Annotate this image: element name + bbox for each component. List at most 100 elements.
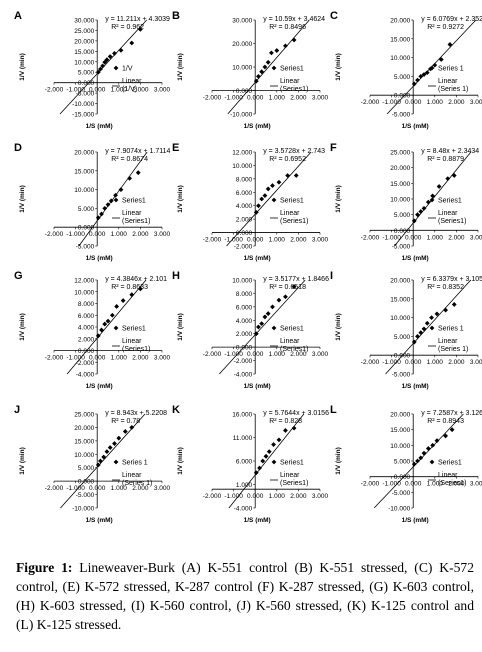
data-point: [95, 69, 101, 75]
data-point: [434, 311, 440, 317]
y-axis-title: 1/V (min): [335, 313, 342, 340]
legend-entry: Linear (Series 1): [438, 78, 468, 93]
data-point: [415, 77, 420, 83]
x-tick-label: -2.000: [203, 95, 222, 102]
legend-line2: (Series1): [438, 218, 466, 225]
y-tick-label: 25.000: [390, 150, 410, 157]
y-tick-label: 5.000: [394, 212, 411, 219]
x-tick-label: 1.000: [269, 95, 286, 102]
x-axis-title: 1/S (mM): [244, 383, 271, 390]
x-tick-label: 1.000: [269, 351, 286, 358]
legend-entry: Linear (Series1): [280, 210, 308, 225]
x-tick-label: 0.000: [89, 355, 106, 362]
x-tick-label: -1.000: [66, 485, 85, 492]
y-tick-label: -15.000: [72, 112, 94, 119]
data-point: [105, 202, 111, 208]
y-tick-label: 10.000: [74, 59, 94, 66]
data-point: [135, 170, 141, 176]
legend-line2: (Series1): [280, 346, 308, 353]
y-tick-label: 15.000: [390, 427, 410, 434]
y-tick-label: 20.000: [390, 278, 410, 285]
data-point: [102, 321, 108, 327]
y-tick-label: 20.000: [390, 412, 410, 419]
panel-letter: B: [172, 10, 180, 22]
data-point: [447, 42, 453, 47]
y-tick-label: -5.000: [392, 112, 411, 119]
data-point: [271, 442, 276, 447]
y-tick-label: -2.000: [76, 360, 95, 367]
x-tick-label: 3.000: [312, 95, 329, 102]
y-tick-label: 30.000: [232, 18, 252, 25]
data-point: [114, 304, 120, 309]
equation-label: y = 3.5728x + 2.743: [263, 148, 325, 155]
y-tick-label: 15.000: [74, 49, 94, 56]
x-tick-label: 2.000: [290, 493, 307, 500]
x-tick-label: 3.000: [312, 237, 329, 244]
data-point: [253, 331, 259, 337]
data-point: [108, 198, 114, 204]
x-axis-title: 1/S (mM): [402, 123, 429, 130]
x-tick-label: 3.000: [312, 351, 329, 358]
data-point: [411, 218, 417, 224]
y-tick-label: 10.000: [74, 187, 94, 194]
data-point: [283, 43, 288, 49]
x-tick-label: -1.000: [224, 95, 243, 102]
legend-entry: Linear (1/V): [122, 78, 142, 93]
y-tick-label: 8.000: [236, 176, 253, 183]
y-tick-label: -5.000: [392, 490, 411, 497]
y-tick-label: 6.000: [236, 459, 253, 466]
panel-letter: J: [14, 404, 20, 416]
legend-entry: 1/V: [122, 66, 133, 73]
data-point: [112, 51, 117, 56]
equation-label: y = 5.7644x + 3.0156: [263, 410, 329, 417]
x-tick-label: -1.000: [382, 359, 401, 366]
legend-marker: [113, 65, 119, 71]
data-point: [445, 176, 451, 182]
y-tick-label: -10.000: [72, 506, 94, 513]
legend-line2: (Series 1): [122, 480, 152, 487]
legend-entry: Series1: [280, 326, 304, 333]
r-squared-label: R² = 0.828: [269, 418, 302, 425]
legend-entry: Linear (Series1): [280, 472, 308, 487]
x-tick-label: 0.000: [405, 234, 422, 241]
x-tick-label: -1.000: [66, 87, 85, 94]
x-tick-label: 0.000: [247, 351, 264, 358]
y-tick-label: -5.000: [392, 244, 411, 251]
x-tick-label: -1.000: [382, 99, 401, 106]
data-point: [418, 209, 424, 214]
x-tick-label: -1.000: [382, 234, 401, 241]
chart-panel-A: A-15.000-10.000-5.0000.0005.00010.00015.…: [14, 10, 171, 130]
data-point: [269, 50, 274, 56]
data-point: [104, 449, 110, 454]
y-tick-label: 5.000: [78, 70, 95, 77]
x-tick-label: -2.000: [361, 99, 380, 106]
y-axis-title: 1/V (min): [177, 447, 184, 474]
x-tick-label: -1.000: [382, 481, 401, 488]
data-point: [274, 48, 280, 53]
panel-letter: E: [172, 142, 179, 154]
legend-line2: (1/V): [122, 86, 137, 93]
x-axis-title: 1/S (mM): [244, 255, 271, 262]
y-tick-label: -4.000: [234, 506, 253, 513]
data-point: [102, 206, 108, 211]
x-tick-label: 3.000: [154, 87, 171, 94]
data-point: [262, 193, 268, 199]
y-tick-label: -10.000: [230, 112, 252, 119]
caption-label: Figure 1:: [16, 560, 73, 575]
data-point: [432, 62, 438, 68]
data-point: [411, 81, 417, 87]
x-axis-title: 1/S (mM): [402, 517, 429, 524]
x-tick-label: 2.000: [448, 359, 465, 366]
data-point: [116, 435, 122, 441]
data-point: [100, 63, 105, 69]
y-tick-label: 15.000: [390, 296, 410, 303]
legend-marker: [429, 459, 435, 465]
x-tick-label: -2.000: [203, 351, 222, 358]
data-point: [98, 66, 103, 72]
x-tick-label: 3.000: [154, 485, 171, 492]
x-tick-label: 0.000: [89, 231, 106, 238]
y-tick-label: 25.000: [74, 412, 94, 419]
data-point: [276, 437, 282, 443]
data-point: [257, 465, 262, 471]
y-tick-label: 20.000: [390, 18, 410, 25]
